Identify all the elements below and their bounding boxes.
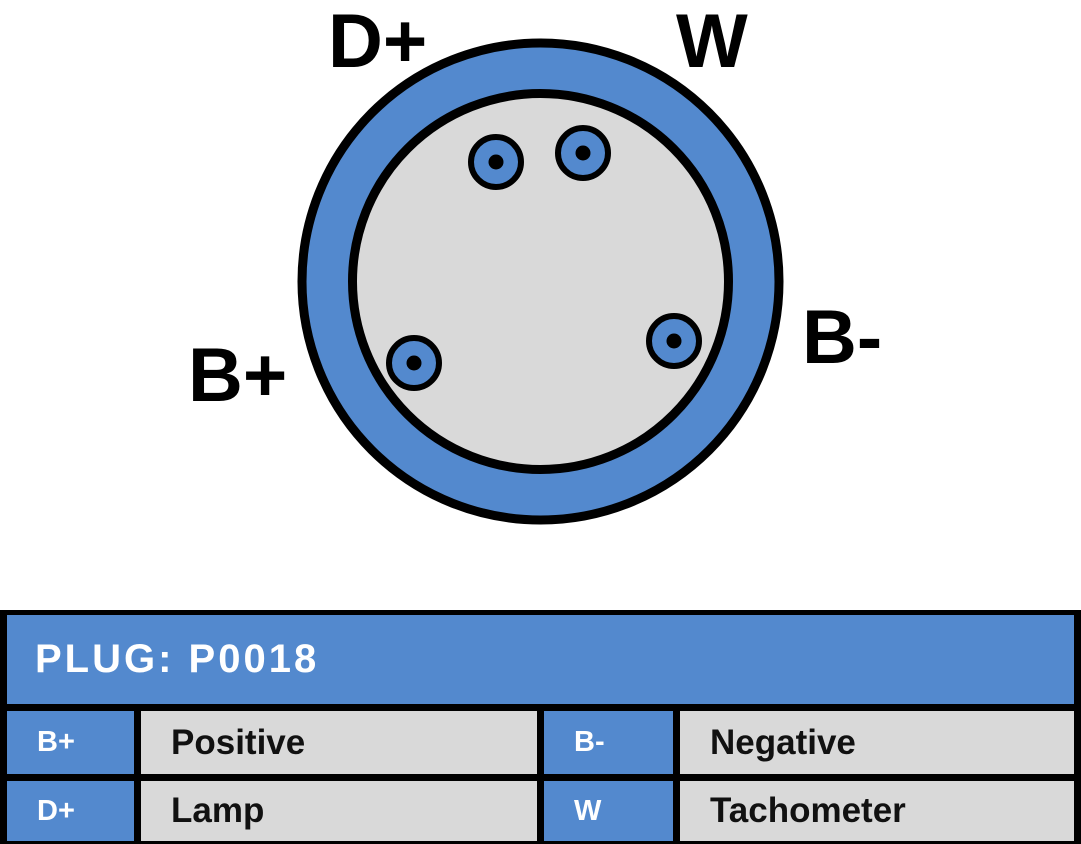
terminal-description-cell: Tachometer bbox=[680, 781, 1074, 841]
terminal-description-cell: Positive bbox=[141, 711, 537, 774]
terminal-label-d-plus: D+ bbox=[328, 0, 428, 84]
pin-b-minus-dot bbox=[666, 333, 682, 349]
terminal-code-cell: W bbox=[544, 781, 673, 841]
terminal-code-cell: B+ bbox=[7, 711, 134, 774]
plug-table: PLUG: P0018 B+ Positive B- Negative D+ L… bbox=[0, 610, 1081, 844]
plug-table-title-bar: PLUG: P0018 bbox=[7, 615, 1074, 704]
connector-face-svg bbox=[297, 38, 784, 525]
table-row: D+ Lamp W Tachometer bbox=[7, 781, 1074, 841]
table-row: B+ Positive B- Negative bbox=[7, 711, 1074, 774]
connector-face bbox=[348, 89, 733, 474]
plug-table-title: PLUG: P0018 bbox=[35, 637, 320, 681]
terminal-label-b-plus: B+ bbox=[188, 333, 288, 418]
terminal-code-cell: B- bbox=[544, 711, 673, 774]
pin-b-plus-dot bbox=[406, 355, 422, 371]
terminal-description-cell: Lamp bbox=[141, 781, 537, 841]
terminal-description-cell: Negative bbox=[680, 711, 1074, 774]
terminal-code-cell: D+ bbox=[7, 781, 134, 841]
terminal-label-w: W bbox=[676, 0, 748, 84]
terminal-label-b-minus: B- bbox=[802, 295, 883, 380]
pin-d-plus-dot bbox=[488, 154, 504, 170]
pin-w-dot bbox=[575, 145, 591, 161]
connector-diagram: D+ W B+ B- bbox=[188, 0, 883, 525]
